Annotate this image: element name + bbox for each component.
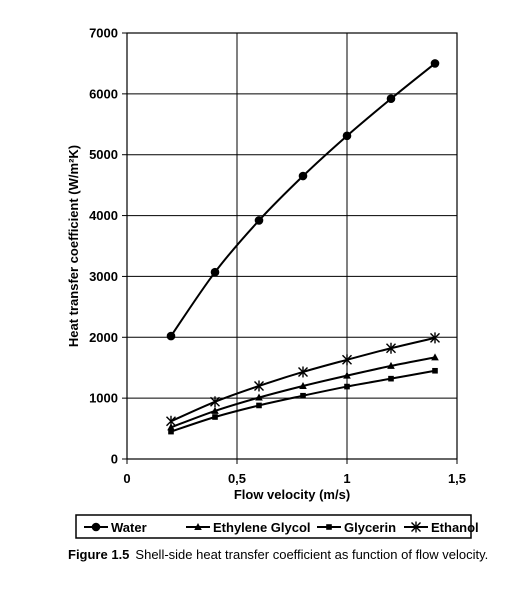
y-tick-label: 2000	[89, 330, 118, 345]
data-point-ethanol	[254, 380, 264, 392]
data-point-glycerin	[212, 414, 218, 420]
legend-item-ethylene-glycol: Ethylene Glycol	[186, 520, 311, 535]
data-point-glycerin	[256, 402, 262, 409]
grid-lines	[126, 32, 458, 460]
series-line-glycerin	[170, 369, 436, 433]
data-point-ethylene-glycol	[167, 423, 175, 431]
data-point-ethanol	[166, 415, 176, 427]
data-point-glycerin	[388, 375, 394, 382]
data-point-glycerin	[300, 392, 306, 399]
data-point-ethanol	[298, 366, 308, 378]
y-tick-label: 1000	[89, 391, 118, 406]
data-point-water	[210, 267, 220, 277]
data-point-ethylene-glycol	[299, 381, 307, 389]
figure-caption: Figure 1.5 Shell-side heat transfer coeff…	[68, 546, 518, 564]
data-point-ethylene-glycol	[211, 406, 219, 414]
data-point-ethylene-glycol	[387, 361, 395, 369]
y-tick-label: 4000	[89, 208, 118, 223]
series-layer	[166, 59, 440, 435]
y-tick-label: 3000	[89, 269, 118, 284]
x-tick-label: 1	[343, 471, 350, 486]
data-point-glycerin	[344, 383, 350, 390]
y-tick-label: 6000	[89, 86, 118, 101]
series-water	[166, 59, 440, 341]
series-glycerin	[168, 367, 438, 435]
legend-marker	[326, 524, 332, 530]
legend-label: Ethanol	[431, 520, 479, 535]
data-point-ethylene-glycol	[343, 371, 351, 379]
data-point-glycerin	[168, 428, 174, 435]
x-tick-label: 0	[123, 471, 130, 486]
legend-marker	[411, 521, 421, 533]
data-point-ethylene-glycol	[431, 353, 439, 361]
y-axis-title: Heat transfer coefficient (W/m²K)	[66, 145, 81, 347]
x-tick-label: 1,5	[448, 471, 466, 486]
data-point-ethylene-glycol	[255, 393, 263, 401]
y-tick-label: 7000	[89, 26, 118, 41]
y-tick-label: 0	[111, 452, 118, 467]
data-point-water	[166, 331, 176, 341]
legend-label: Ethylene Glycol	[213, 520, 311, 535]
legend-marker	[194, 523, 202, 530]
series-ethylene-glycol	[167, 353, 439, 431]
legend-item-glycerin: Glycerin	[317, 520, 396, 535]
legend-marker	[91, 522, 101, 532]
data-point-water	[298, 171, 308, 181]
y-tick-label: 5000	[89, 147, 118, 162]
caption-text: Shell-side heat transfer coefficient as …	[135, 547, 489, 562]
data-point-ethanol	[342, 354, 352, 366]
legend-item-water: Water	[84, 520, 147, 535]
data-point-water	[430, 59, 440, 68]
plot-frame	[126, 32, 458, 460]
data-point-ethanol	[430, 332, 440, 344]
series-ethanol	[166, 332, 440, 427]
caption-label: Figure 1.5	[68, 547, 130, 562]
legend: Water Ethylene Glycol Glycerin Ethanol	[75, 514, 479, 539]
series-line-water	[170, 62, 436, 337]
x-axis-title: Flow velocity (m/s)	[234, 487, 350, 502]
data-point-ethanol	[386, 342, 396, 354]
data-point-water	[386, 94, 396, 104]
x-tick-label: 0,5	[228, 471, 246, 486]
legend-box	[75, 514, 472, 539]
data-point-water	[254, 216, 264, 225]
data-point-glycerin	[432, 367, 438, 374]
legend-label: Glycerin	[344, 520, 396, 535]
series-line-ethanol	[170, 336, 436, 423]
data-point-water	[342, 131, 352, 141]
legend-item-ethanol: Ethanol	[404, 520, 479, 535]
legend-label: Water	[111, 520, 147, 535]
data-point-ethanol	[210, 396, 220, 408]
axes: 0 1000 2000 3000 4000 5000 6000 7000 0 0,5 1 1,5	[89, 26, 466, 487]
